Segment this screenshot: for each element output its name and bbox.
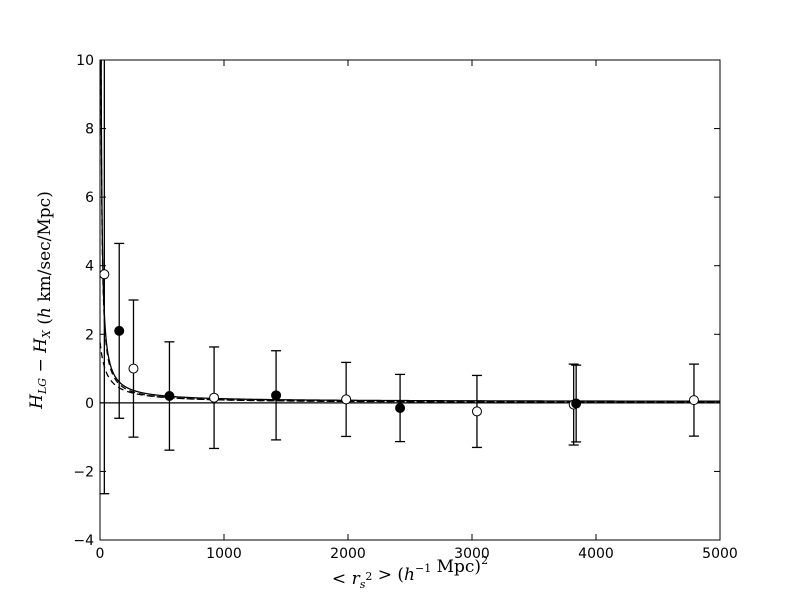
plot-area [100,60,720,495]
data-point-filled [164,391,175,401]
x-tick-label: 2000 [330,546,366,562]
y-tick-label: 10 [76,53,94,69]
data-point-filled [271,390,282,401]
data-point-open [688,395,699,406]
y-axis-label: HLG − HX (h km/sec/Mpc) [27,191,55,410]
y-tick-label: 6 [85,190,94,206]
x-tick-label: 0 [96,546,105,562]
y-tick-label: 2 [85,327,94,343]
x-tick-label: 1000 [206,546,242,562]
data-point-open [471,406,482,417]
y-tick-label: 8 [85,122,94,138]
x-axis-label: < rs2 > (h−1 Mpc)2 [332,554,488,591]
data-point-filled [395,403,406,413]
x-tick-label: 3000 [454,546,490,562]
model-curve-dashed [100,60,720,403]
data-point-open [100,269,110,280]
plot-content [100,60,720,495]
model-curve-solid [100,60,720,402]
x-tick-label: 4000 [578,546,614,562]
y-tick-label: −2 [73,464,94,480]
y-tick-label: 4 [85,259,94,275]
x-tick-label: 5000 [702,546,738,562]
plot-frame [99,59,721,541]
data-point-open [209,392,220,403]
y-tick-label: −4 [73,533,94,549]
data-point-filled [571,398,582,409]
y-axis: −4 −2 0 2 4 6 8 10 [73,53,720,549]
data-point-filled [114,325,125,336]
data-point-open [341,394,352,405]
y-tick-label: 0 [85,396,94,412]
data-point-open [128,363,139,374]
